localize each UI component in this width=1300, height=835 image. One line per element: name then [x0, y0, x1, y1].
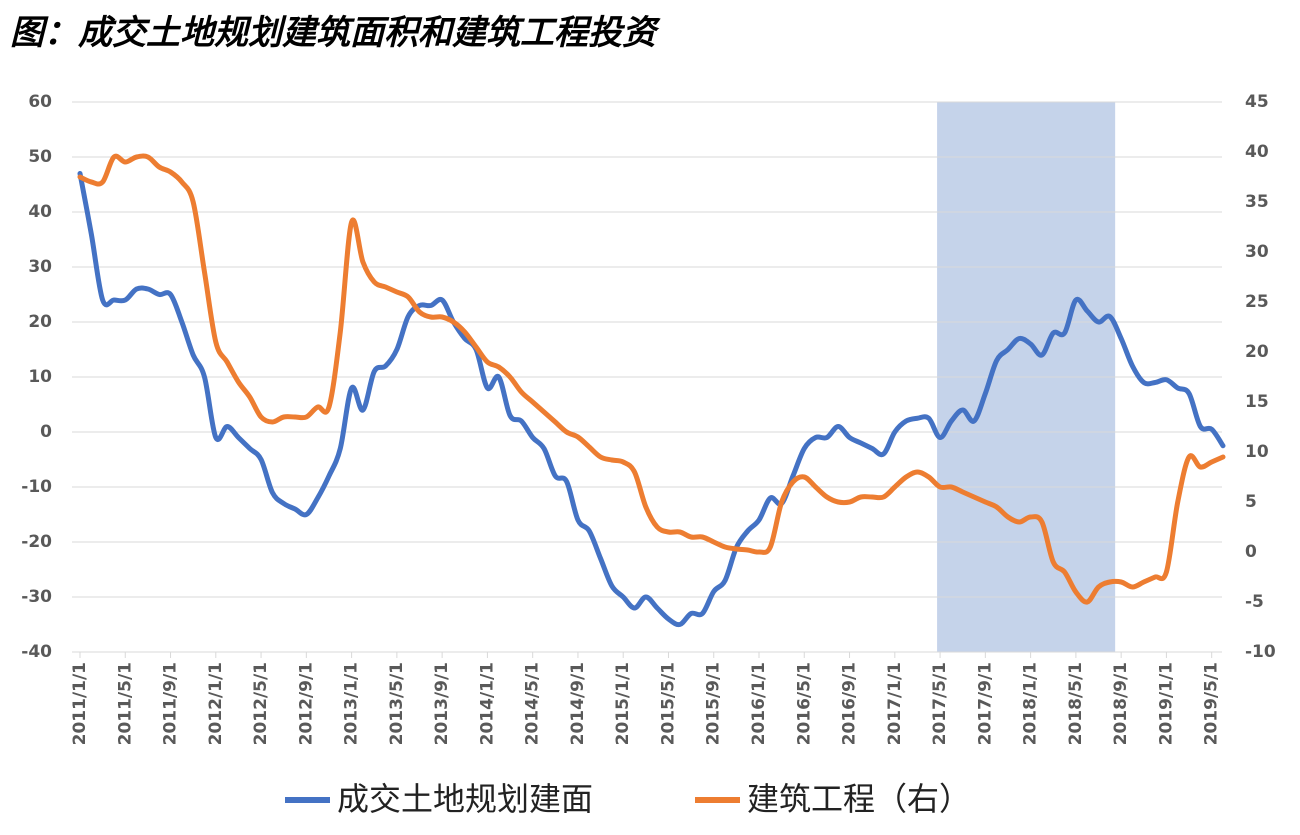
x-tick-label: 2013/9/1	[432, 662, 452, 745]
y2-tick-label: 0	[1245, 542, 1257, 562]
y2-tick-label: 10	[1245, 442, 1269, 462]
y2-tick-label: 30	[1245, 242, 1269, 262]
y2-tick-label: -10	[1245, 642, 1276, 662]
y2-tick-label: 35	[1245, 192, 1269, 212]
y2-tick-label: 20	[1245, 342, 1269, 362]
y-tick-label: -20	[21, 532, 52, 552]
x-tick-label: 2014/9/1	[568, 662, 588, 745]
x-tick-label: 2016/1/1	[749, 662, 769, 745]
y-tick-label: 20	[28, 312, 52, 332]
x-tick-label: 2017/5/1	[930, 662, 950, 745]
x-tick-label: 2015/5/1	[658, 662, 678, 745]
y2-tick-label: 15	[1245, 392, 1269, 412]
x-tick-label: 2012/5/1	[251, 662, 271, 745]
x-tick-label: 2017/9/1	[975, 662, 995, 745]
x-tick-label: 2012/1/1	[206, 662, 226, 745]
legend-label: 建筑工程（右）	[747, 780, 971, 818]
x-tick-label: 2015/9/1	[704, 662, 724, 745]
series-line	[77, 171, 1226, 628]
x-tick-label: 2019/5/1	[1202, 662, 1222, 745]
y2-tick-label: 40	[1245, 142, 1269, 162]
y-tick-label: -40	[21, 642, 52, 662]
y2-tick-label: 5	[1245, 492, 1257, 512]
x-tick-label: 2016/5/1	[794, 662, 814, 745]
x-tick-label: 2018/1/1	[1021, 662, 1041, 745]
x-tick-label: 2016/9/1	[840, 662, 860, 745]
x-tick-label: 2013/5/1	[387, 662, 407, 745]
y2-tick-label: 45	[1245, 92, 1269, 112]
x-tick-label: 2011/5/1	[115, 662, 135, 745]
y-tick-label: -30	[21, 587, 52, 607]
y-tick-label: 50	[28, 147, 52, 167]
x-tick-label: 2019/1/1	[1156, 662, 1176, 745]
series-line	[77, 153, 1226, 605]
y-tick-label: -10	[21, 477, 52, 497]
x-tick-label: 2014/5/1	[523, 662, 543, 745]
x-tick-label: 2014/1/1	[477, 662, 497, 745]
y2-tick-label: 25	[1245, 292, 1269, 312]
y-tick-label: 40	[28, 202, 52, 222]
x-tick-label: 2013/1/1	[342, 662, 362, 745]
x-tick-label: 2011/9/1	[161, 662, 181, 745]
y2-tick-label: -5	[1245, 592, 1264, 612]
y-tick-label: 10	[28, 367, 52, 387]
x-tick-label: 2015/1/1	[613, 662, 633, 745]
x-tick-label: 2012/9/1	[296, 662, 316, 745]
legend-label: 成交土地规划建面	[337, 780, 593, 818]
y-tick-label: 60	[28, 92, 52, 112]
y-tick-label: 0	[40, 422, 52, 442]
x-tick-label: 2017/1/1	[885, 662, 905, 745]
chart-title: 图：成交土地规划建筑面积和建筑工程投资	[10, 13, 661, 53]
y-tick-label: 30	[28, 257, 52, 277]
x-tick-label: 2018/9/1	[1111, 662, 1131, 745]
x-tick-label: 2018/5/1	[1066, 662, 1086, 745]
x-tick-label: 2011/1/1	[70, 662, 90, 745]
